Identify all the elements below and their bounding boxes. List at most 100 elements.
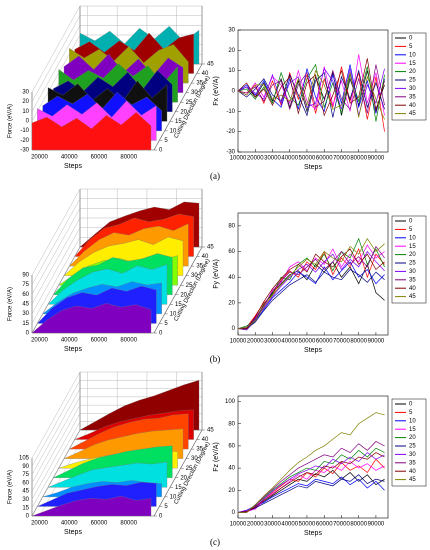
x-tick-label: 50000 [299, 522, 316, 528]
y-tick-label: 15 [175, 302, 182, 308]
y-tick-label: 40 [228, 466, 235, 472]
y-tick-label: 35 [196, 264, 203, 270]
grid-line [31, 188, 202, 276]
z-tick-label: 45 [22, 302, 29, 308]
z-axis-label: Force (eV/A) [8, 104, 14, 138]
legend-label: 10 [409, 52, 416, 58]
grid-line [31, 25, 202, 112]
legend-label: 25 [409, 78, 416, 84]
x-tick-label: 60000 [316, 339, 333, 345]
y-tick-label: 25 [186, 466, 193, 472]
legend-label: 15 [409, 244, 416, 250]
x-tick-label: 10000 [230, 522, 247, 528]
series-line [237, 238, 385, 329]
legend-label: 20 [409, 69, 416, 75]
x-axis-label: Steps [64, 346, 82, 353]
x-tick-label: 90000 [368, 156, 385, 162]
x-tick-label: 60000 [91, 521, 108, 527]
z-axis-label: Force (eV/A) [8, 470, 14, 504]
series-line [237, 64, 385, 114]
series-line [237, 474, 385, 513]
x-tick-label: 20000 [31, 338, 48, 344]
y-tick-label: 5 [164, 504, 168, 510]
series-line [238, 261, 385, 329]
series-line [237, 69, 385, 120]
y-tick-label: 15 [175, 485, 182, 491]
z-tick-label: 75 [22, 282, 29, 288]
grid-line [31, 15, 202, 102]
legend-label: 35 [409, 94, 416, 100]
legend-label: 5 [409, 410, 413, 416]
series-line [238, 269, 385, 329]
y-axis-label: Fy (eV/A) [213, 259, 220, 289]
y-tick-label: 20 [228, 300, 235, 306]
x-tick-label: 30000 [264, 522, 281, 528]
legend-label: 10 [409, 418, 416, 424]
y-tick-label: 30 [191, 456, 198, 462]
y-tick-label: 80 [228, 223, 235, 229]
y-axis-label: Fx (eV/A) [213, 76, 220, 106]
y-tick-label: 10 [228, 68, 235, 74]
x-tick-label: 60000 [91, 338, 108, 344]
legend-label: 0 [409, 402, 413, 408]
series-line [237, 64, 385, 114]
z-tick-label: -10 [20, 128, 29, 134]
series-area [31, 495, 152, 517]
y-tick-label: 40 [202, 254, 209, 260]
grid-line [31, 371, 202, 459]
series-area [31, 112, 152, 151]
x-tick-label: 20000 [31, 521, 48, 527]
y-tick-label: 0 [232, 510, 236, 516]
x-tick-label: 20000 [247, 522, 264, 528]
legend-label: 30 [409, 86, 416, 92]
x-axis-label: Steps [64, 529, 82, 536]
z-tick-label: 0 [26, 514, 30, 520]
x-tick-label: 90000 [368, 339, 385, 345]
caption: (a) [210, 171, 220, 181]
plot-frame [237, 212, 389, 336]
legend-label: 20 [409, 252, 416, 258]
legend-label: 45 [409, 111, 416, 117]
y-tick-label: 60 [228, 249, 235, 255]
legend-label: 35 [409, 460, 416, 466]
x-tick-label: 80000 [350, 522, 367, 528]
z-tick-label: 10 [22, 109, 29, 115]
x-tick-label: 40000 [61, 155, 78, 161]
y-tick-label: 15 [175, 119, 182, 125]
x-tick-label: 20000 [31, 155, 48, 161]
x-tick-label: 60000 [316, 522, 333, 528]
y-tick-label: 0 [232, 89, 236, 95]
y-tick-label: -10 [226, 109, 235, 115]
legend-label: 5 [409, 227, 413, 233]
x-axis-label: Steps [304, 530, 322, 537]
y-tick-label: 80 [228, 421, 235, 427]
legend-label: 40 [409, 469, 416, 475]
caption: (b) [210, 354, 221, 364]
y-tick-label: 30 [228, 28, 235, 34]
x-tick-label: 80000 [120, 338, 137, 344]
y-tick-label: 0 [232, 326, 236, 332]
series-line [237, 452, 385, 513]
y-tick-label: 10 [170, 311, 177, 317]
x-tick-label: 60000 [91, 155, 108, 161]
z-tick-label: 15 [22, 321, 29, 327]
legend-label: 45 [409, 294, 416, 300]
z-tick-label: -20 [20, 138, 29, 144]
x-tick-label: 50000 [299, 339, 316, 345]
z-tick-label: 90 [22, 273, 29, 279]
y-tick-label: 30 [191, 273, 198, 279]
x-tick-label: 30000 [264, 156, 281, 162]
x-tick-label: 40000 [61, 521, 78, 527]
y-tick-label: 0 [159, 148, 163, 154]
series-line [237, 245, 385, 331]
x-tick-label: 20000 [247, 339, 264, 345]
x-axis-label: Steps [304, 164, 322, 171]
z-tick-label: 105 [19, 456, 30, 462]
x-axis-label: Steps [304, 347, 322, 354]
legend-label: 0 [409, 36, 413, 42]
y-tick-label: 20 [228, 48, 235, 54]
y-tick-label: 0 [159, 331, 163, 337]
series-line [237, 69, 385, 118]
y-tick-label: 25 [186, 283, 193, 289]
